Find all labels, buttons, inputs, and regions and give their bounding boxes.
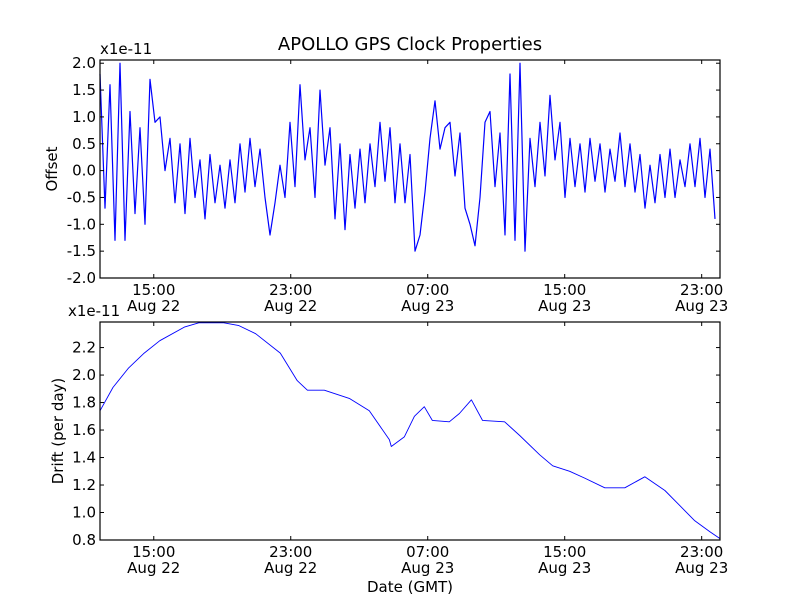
x-tick-date-label: Aug 22 <box>127 559 180 577</box>
y-tick-label: 1.2 <box>72 476 96 494</box>
x-tick-time-label: 23:00 <box>269 543 312 561</box>
x-tick-time-label: 15:00 <box>132 543 175 561</box>
y-tick-label: 1.0 <box>72 504 96 522</box>
x-tick-time-label: 15:00 <box>132 281 175 299</box>
x-tick-date-label: Aug 23 <box>675 297 728 315</box>
x-tick-time-label: 07:00 <box>406 543 449 561</box>
axes-frame <box>99 59 721 279</box>
y-scale-offset-label: x1e-11 <box>68 302 120 320</box>
y-tick-label: -0.5 <box>67 188 96 206</box>
x-tick-time-label: 07:00 <box>406 281 449 299</box>
axes-frame <box>99 321 721 541</box>
y-tick-label: -2.0 <box>67 269 96 287</box>
offset-series-line <box>99 62 716 252</box>
y-scale-offset-label: x1e-11 <box>100 40 152 58</box>
offset-plot: -2.0-1.5-1.0-0.50.00.51.01.52.015:00Aug … <box>43 40 728 315</box>
y-tick-label: 2.0 <box>72 366 96 384</box>
x-tick-time-label: 15:00 <box>543 543 586 561</box>
x-tick-date-label: Aug 22 <box>264 297 317 315</box>
x-tick-time-label: 23:00 <box>680 543 723 561</box>
y-tick-label: -1.5 <box>67 242 96 260</box>
drift-series-line <box>99 322 721 539</box>
x-tick-date-label: Aug 23 <box>401 297 454 315</box>
x-tick-time-label: 15:00 <box>543 281 586 299</box>
x-tick-date-label: Aug 23 <box>538 297 591 315</box>
y-axis-label: Drift (per day) <box>49 378 67 485</box>
y-tick-label: 1.4 <box>72 449 96 467</box>
x-axis-label: Date (GMT) <box>367 578 453 596</box>
x-tick-date-label: Aug 22 <box>127 297 180 315</box>
y-tick-label: -1.0 <box>67 215 96 233</box>
x-tick-date-label: Aug 23 <box>538 559 591 577</box>
x-tick-date-label: Aug 23 <box>401 559 454 577</box>
y-tick-label: 1.6 <box>72 421 96 439</box>
y-tick-label: 1.5 <box>72 81 96 99</box>
x-tick-date-label: Aug 22 <box>264 559 317 577</box>
y-tick-label: 0.0 <box>72 162 96 180</box>
y-tick-label: 0.5 <box>72 135 96 153</box>
y-axis-label: Offset <box>43 146 61 191</box>
x-tick-time-label: 23:00 <box>269 281 312 299</box>
y-tick-label: 1.0 <box>72 108 96 126</box>
y-tick-label: 1.8 <box>72 394 96 412</box>
x-tick-date-label: Aug 23 <box>675 559 728 577</box>
y-tick-label: 0.8 <box>72 531 96 549</box>
y-tick-label: 2.0 <box>72 54 96 72</box>
x-tick-time-label: 23:00 <box>680 281 723 299</box>
y-tick-label: 2.2 <box>72 339 96 357</box>
chart-title: APOLLO GPS Clock Properties <box>278 34 542 55</box>
